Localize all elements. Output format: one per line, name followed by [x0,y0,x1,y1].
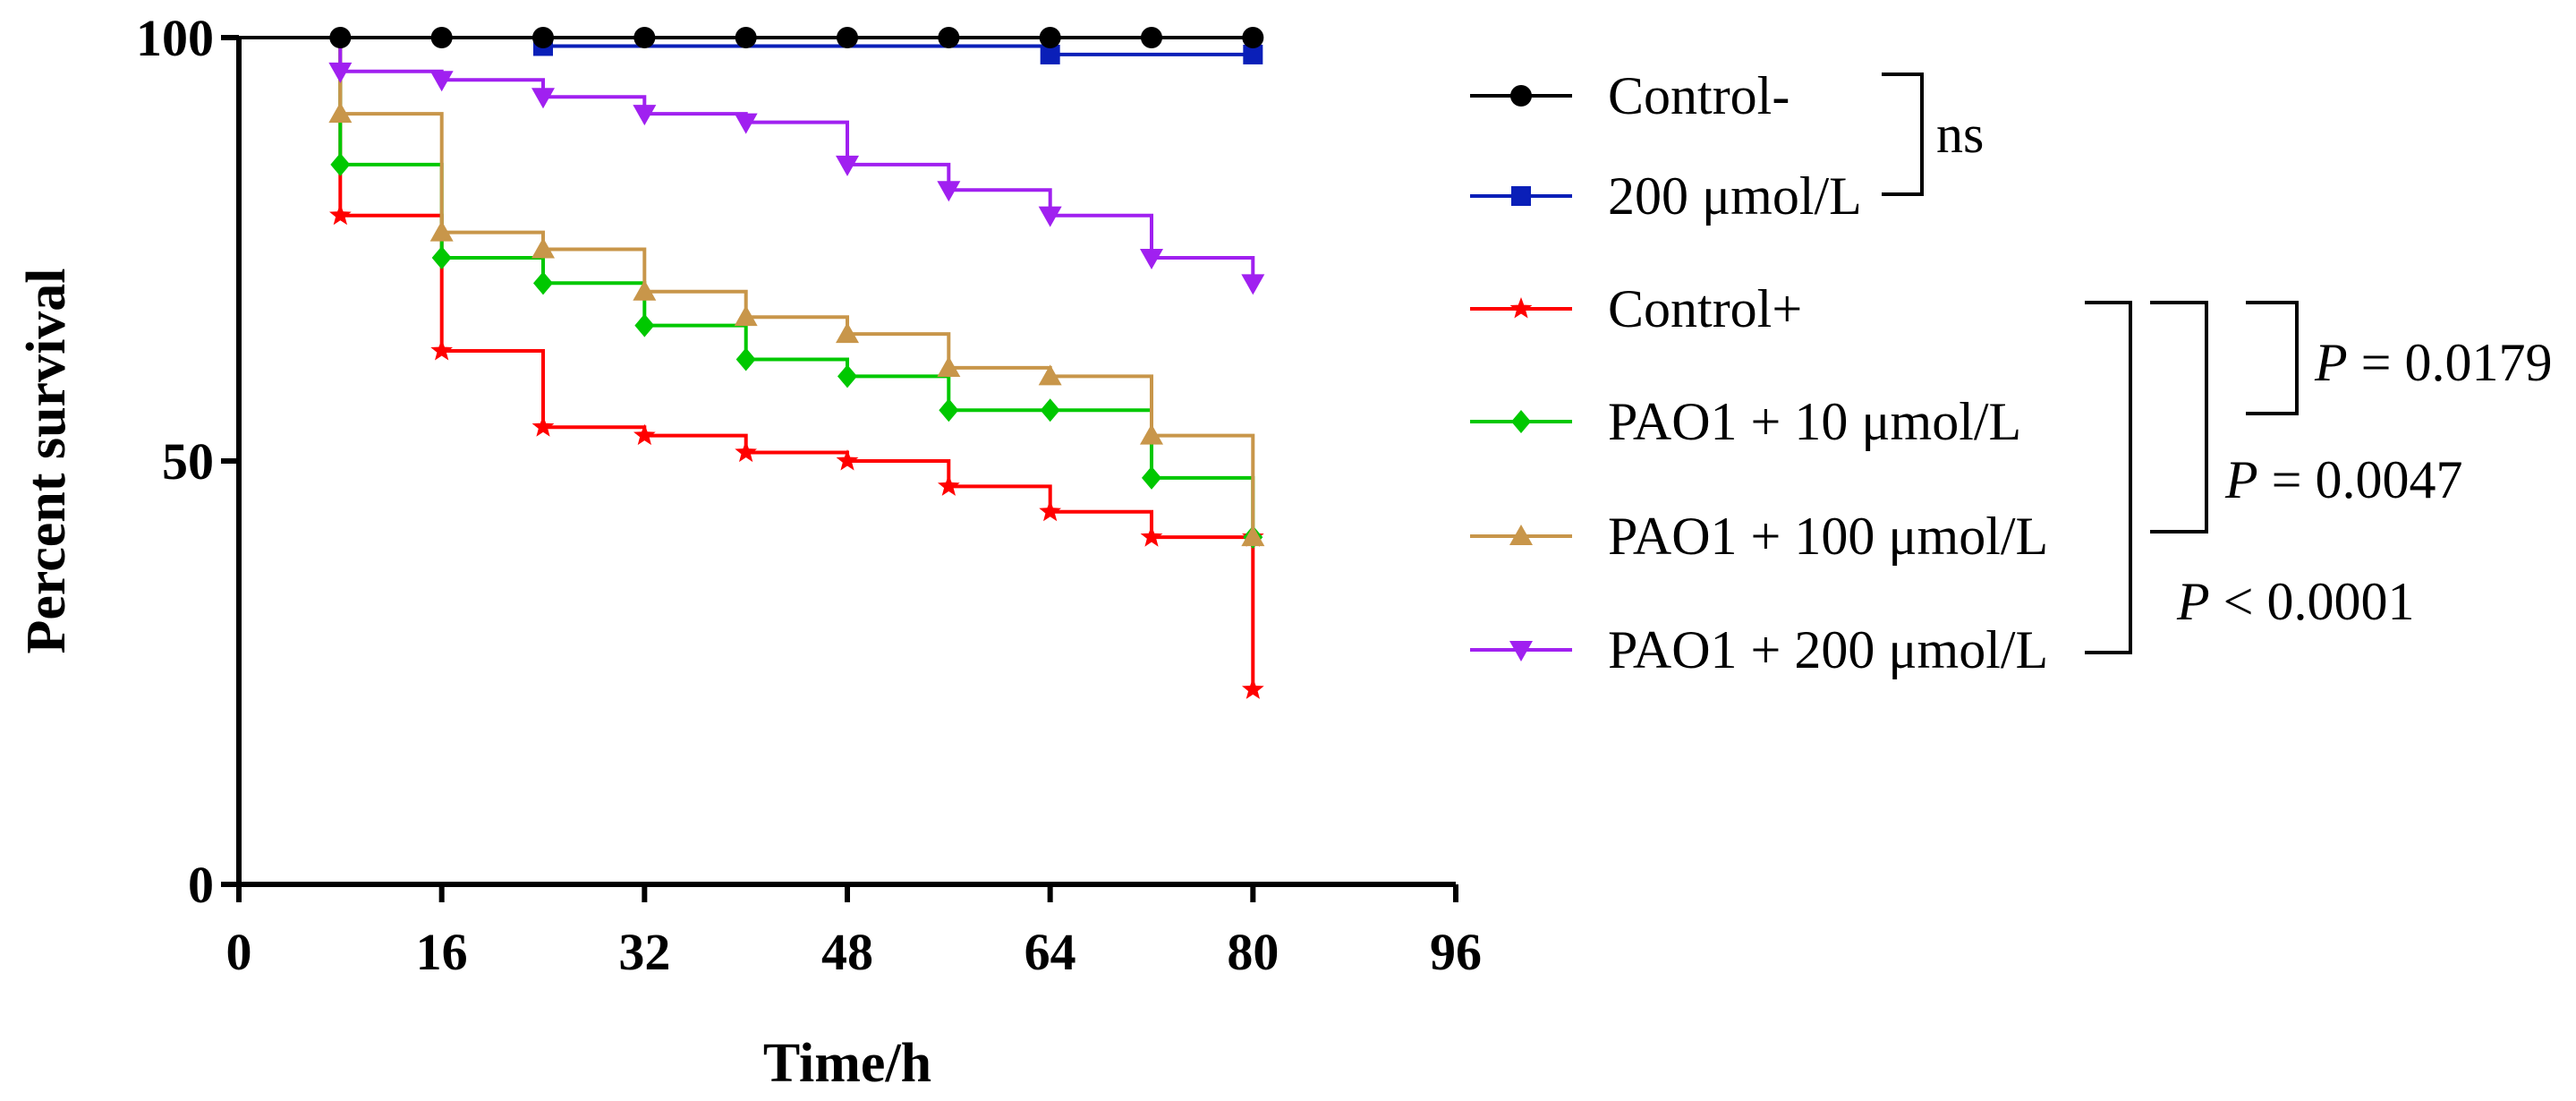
data-point-200-umol-l [1040,44,1060,64]
data-point-pao1-200-umol-l [836,155,859,176]
significance-label: ns [1936,105,1984,164]
data-point-pao1-100-umol-l [1241,525,1265,547]
data-point-control [633,27,656,48]
data-point-control [329,203,352,226]
data-point-pao1-10-umol-l [1142,465,1161,490]
series-control [239,36,1264,699]
data-point-pao1-10-umol-l [837,364,857,388]
data-point-pao1-100-umol-l [1140,423,1163,445]
legend-item-control: Control- [1470,66,1790,125]
data-point-pao1-100-umol-l [328,102,353,124]
legend-item-control: Control+ [1470,279,1802,338]
x-tick-label: 16 [416,923,468,981]
data-point-pao1-10-umol-l [431,245,452,269]
legend-item-pao1-200-umol-l: PAO1 + 200 μmol/L [1470,620,2048,679]
x-tick-label: 64 [1024,923,1076,981]
x-tick-label: 96 [1430,923,1482,981]
legend-item-pao1-10-umol-l: PAO1 + 10 μmol/L [1470,392,2021,451]
data-point-pao1-200-umol-l [633,105,657,126]
axes: 0 16 32 48 64 80 96 0 50 100 Time/h Percent surviva… [16,9,1482,1094]
series-pao1-100-umol-l [239,36,1265,547]
legend-label: 200 μmol/L [1608,166,1862,226]
legend-item-pao1-100-umol-l: PAO1 + 100 μmol/L [1470,507,2048,566]
data-point-control [938,474,960,496]
x-tick-label: 48 [821,923,873,981]
data-point-pao1-10-umol-l [634,313,655,337]
data-point-control [532,27,554,48]
legend: Control- 200 μmol/L Control+ PAO1 + 10 μmol… [1470,66,2048,679]
data-point-pao1-100-umol-l [1038,364,1062,386]
data-point-control [430,27,453,48]
data-point-pao1-200-umol-l [1140,248,1163,269]
bracket-p-0047 [2150,301,2208,533]
significance-label: P < 0.0001 [2176,572,2415,631]
data-point-pao1-200-umol-l [1241,274,1265,295]
data-point-pao1-10-umol-l [1040,398,1060,422]
legend-marker [1509,641,1533,661]
data-point-control [1242,678,1264,699]
bracket-p-0179 [2246,301,2299,415]
data-point-control [430,339,453,361]
series-control [239,27,1264,48]
significance-brackets: ns P = 0.0179 P = 0.0047 P < 0.0001 [1882,73,2553,654]
data-point-pao1-10-umol-l [533,271,553,295]
data-point-control [1140,525,1163,547]
legend-marker [1509,297,1533,319]
data-point-control [329,27,352,48]
significance-label: P = 0.0179 [2314,333,2553,392]
data-point-control [1039,499,1061,522]
data-point-pao1-100-umol-l [937,355,961,377]
data-point-control [735,27,757,48]
legend-marker [1510,85,1532,107]
series-line-pao1-200-umol-l [239,36,1255,284]
data-point-control [1242,27,1264,48]
legend-marker [1511,410,1531,433]
data-point-control [1039,27,1061,48]
legend-marker [1511,186,1531,206]
data-point-control [633,423,656,446]
data-point-control [735,440,757,463]
data-point-control [836,449,859,471]
data-point-pao1-200-umol-l [531,88,555,109]
legend-marker [1509,525,1533,545]
data-point-pao1-10-umol-l [330,152,351,176]
data-point-pao1-200-umol-l [937,181,961,202]
y-tick-label: 100 [136,9,214,67]
x-tick-label: 0 [226,923,252,981]
data-point-pao1-100-umol-l [531,237,555,259]
bracket-p-00001 [2085,301,2132,654]
data-point-control [837,27,858,48]
data-point-control [531,415,555,437]
bracket-ns [1882,73,1924,196]
legend-label: Control+ [1608,279,1802,338]
data-point-pao1-10-umol-l [939,398,959,422]
y-axis-title: Percent survival [16,268,77,653]
data-point-200-umol-l [1243,44,1263,64]
data-point-pao1-200-umol-l [1038,206,1062,227]
y-tick-label: 0 [188,856,214,914]
legend-label: PAO1 + 200 μmol/L [1608,620,2048,679]
data-point-pao1-200-umol-l [734,113,758,134]
data-point-control [938,27,960,48]
significance-label: P = 0.0047 [2224,450,2463,509]
plot-area [239,27,1265,699]
data-point-control [1141,27,1162,48]
data-point-pao1-100-umol-l [429,220,454,242]
data-point-pao1-10-umol-l [735,347,756,371]
series-pao1-200-umol-l [239,36,1265,295]
data-point-pao1-100-umol-l [633,279,657,301]
x-tick-label: 32 [618,923,670,981]
x-axis-title: Time/h [763,1033,931,1094]
data-point-pao1-100-umol-l [734,305,758,327]
data-point-pao1-200-umol-l [429,71,454,92]
legend-item-200-umol-l: 200 μmol/L [1470,166,1862,226]
data-point-pao1-100-umol-l [836,322,859,344]
x-tick-label: 80 [1227,923,1279,981]
legend-label: PAO1 + 100 μmol/L [1608,507,2048,566]
legend-label: Control- [1608,66,1790,125]
y-tick-label: 50 [162,432,214,491]
legend-label: PAO1 + 10 μmol/L [1608,392,2021,451]
data-point-pao1-200-umol-l [328,62,353,83]
